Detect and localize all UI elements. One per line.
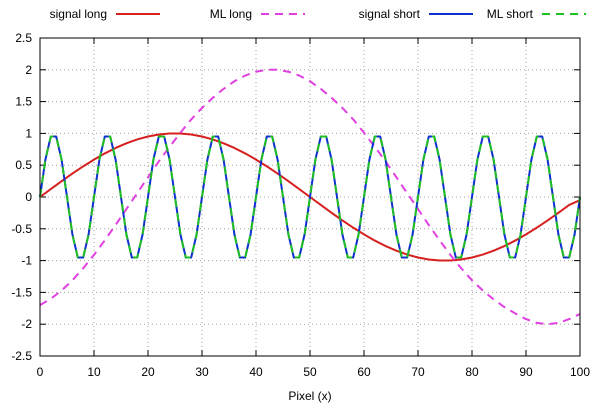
x-tick-label: 70 [411, 365, 425, 379]
y-tick-label: -2.5 [11, 349, 32, 363]
y-tick-label: 0 [25, 190, 32, 204]
y-tick-labels: 2.5 2 1.5 1 0.5 0 -0.5 -1 -1.5 -2 -2.5 [11, 31, 32, 363]
y-tick-label: -1 [21, 254, 32, 268]
legend: signal long ML long signal short ML short [50, 7, 586, 21]
series-line-ml-long [39, 68, 581, 326]
x-tick-label: 20 [141, 365, 155, 379]
y-tick-label: 0.5 [15, 158, 32, 172]
y-tick-label: 1.5 [15, 95, 32, 109]
x-tick-label: 80 [465, 365, 479, 379]
x-tick-label: 40 [249, 365, 263, 379]
x-axis-title: Pixel (x) [288, 389, 331, 403]
grid [40, 38, 580, 356]
plot-frame [39, 37, 581, 357]
legend-label: signal short [359, 7, 421, 21]
legend-label: signal long [50, 7, 107, 21]
legend-label: ML long [210, 7, 252, 21]
x-tick-label: 50 [303, 365, 317, 379]
x-tick-label: 100 [570, 365, 590, 379]
x-tick-label: 0 [37, 365, 44, 379]
legend-label: ML short [487, 7, 534, 21]
y-tick-label: -2 [21, 317, 32, 331]
series-line-ml-short [39, 135, 581, 259]
y-tick-label: 2.5 [15, 31, 32, 45]
x-tick-label: 10 [87, 365, 101, 379]
x-tick-label: 60 [357, 365, 371, 379]
y-tick-label: -0.5 [11, 222, 32, 236]
y-tick-label: 1 [25, 126, 32, 140]
x-tick-label: 90 [519, 365, 533, 379]
y-tick-label: 2 [25, 63, 32, 77]
series-lines [39, 68, 581, 326]
x-tick-label: 30 [195, 365, 209, 379]
x-tick-labels: 0 10 20 30 40 50 60 70 80 90 100 [37, 365, 591, 379]
y-tick-label: -1.5 [11, 285, 32, 299]
